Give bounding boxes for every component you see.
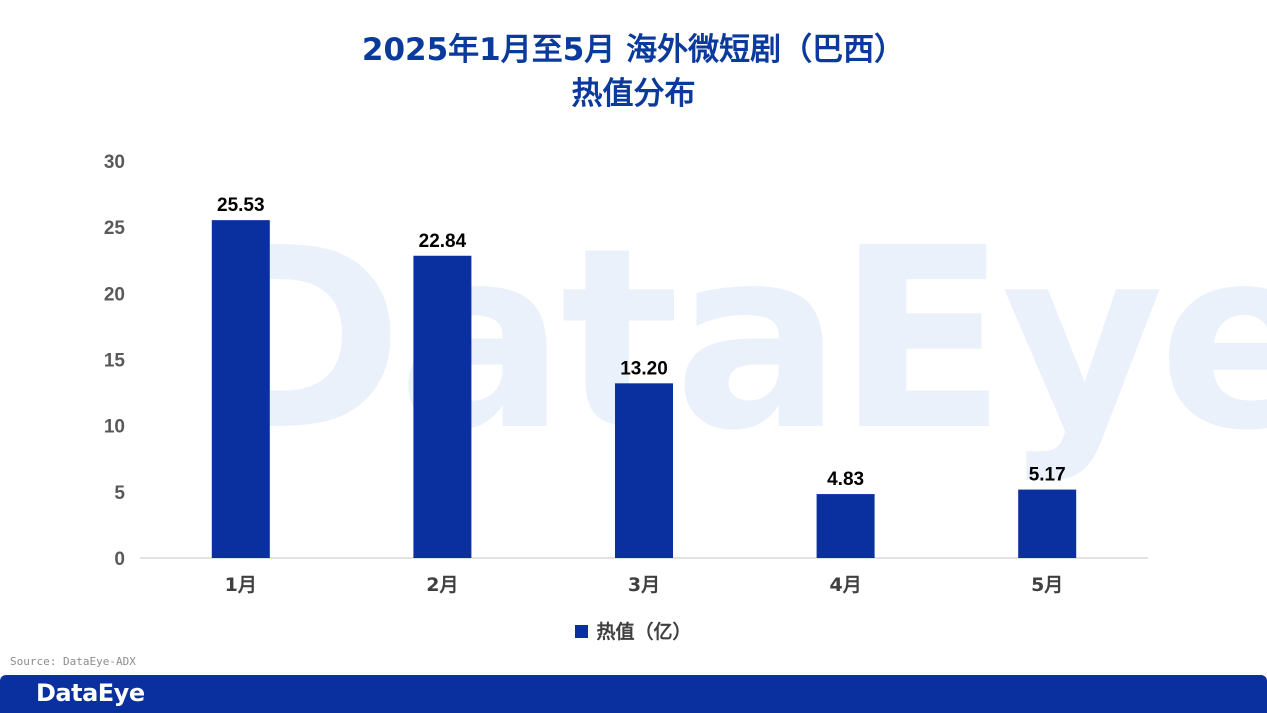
chart-title-line2: 热值分布: [571, 76, 696, 112]
bar: [816, 494, 875, 558]
y-tick-label: 0: [114, 549, 125, 570]
x-tick-label: 3月: [628, 574, 660, 596]
bar: [615, 383, 673, 558]
bar: [211, 220, 270, 558]
chart-title-line1: 2025年1月至5月 海外微短剧（巴西）: [361, 32, 906, 68]
y-tick-label: 20: [104, 284, 125, 305]
data-label: 5.17: [1029, 465, 1066, 486]
bar: [1018, 489, 1077, 558]
x-tick-label: 1月: [225, 574, 257, 596]
y-tick-label: 25: [104, 218, 126, 239]
legend-label: 热值（亿）: [596, 621, 692, 643]
chart-title: 2025年1月至5月 海外微短剧（巴西） 热值分布: [0, 28, 1267, 116]
y-tick-label: 10: [104, 417, 125, 438]
legend: 热值（亿）: [0, 617, 1267, 644]
legend-swatch: [575, 625, 589, 638]
data-label: 22.84: [419, 231, 467, 252]
bar: [413, 255, 472, 558]
x-tick-label: 4月: [829, 574, 861, 596]
data-label: 13.20: [620, 358, 668, 379]
y-tick-label: 5: [114, 483, 125, 504]
y-tick-label: 15: [104, 351, 126, 372]
y-tick-label: 30: [104, 152, 125, 173]
footer-bar: DataEye: [0, 675, 1267, 713]
source-note: Source: DataEye-ADX: [10, 655, 136, 668]
watermark-logo: DataEye: [196, 194, 1267, 485]
data-label: 4.83: [827, 469, 864, 490]
x-tick-label: 2月: [426, 574, 458, 596]
footer-logo: DataEye: [36, 679, 145, 707]
data-label: 25.53: [217, 195, 265, 216]
x-tick-label: 5月: [1031, 574, 1063, 596]
